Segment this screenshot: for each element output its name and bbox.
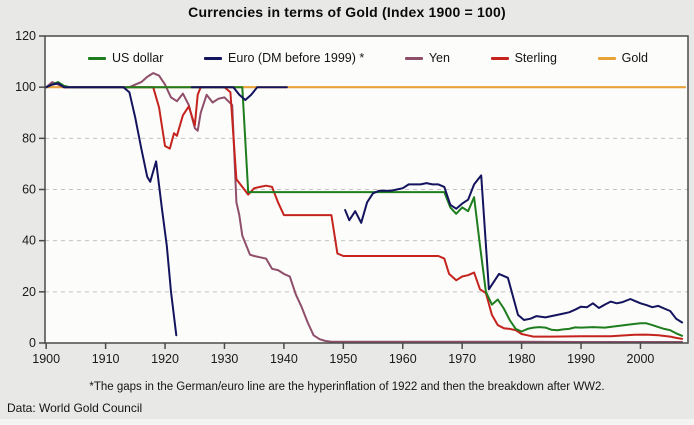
chart-footnote: *The gaps in the German/euro line are th… <box>89 381 605 393</box>
series-lines <box>45 72 687 343</box>
y-tick-label: 100 <box>15 80 36 94</box>
chart-legend: US dollar Euro (DM before 1999) * Yen St… <box>88 51 648 65</box>
x-tick-label: 2000 <box>627 352 655 366</box>
x-tick-label: 1940 <box>270 352 298 366</box>
x-tick-label: 1930 <box>211 352 239 366</box>
sterling-line-swatch-icon <box>490 56 509 60</box>
gold-line-swatch-icon <box>597 56 616 60</box>
legend-item-euro: Euro (DM before 1999) * <box>204 51 364 65</box>
legend-item-us-dollar: US dollar <box>88 51 163 65</box>
legend-label-sterling: Sterling <box>514 51 557 65</box>
legend-label-us-dollar: US dollar <box>112 51 164 65</box>
y-tick-label: 60 <box>22 183 36 197</box>
us-dollar-line-swatch-icon <box>88 56 106 60</box>
y-tick-label: 120 <box>15 29 36 43</box>
y-tick-label: 0 <box>29 336 36 350</box>
series-line-sterling <box>45 82 684 340</box>
y-tick-label: 20 <box>22 285 36 299</box>
legend-label-euro: Euro (DM before 1999) * <box>228 51 365 65</box>
yen-line-swatch-icon <box>404 56 423 60</box>
x-tick-label: 1960 <box>389 352 417 366</box>
x-tick-label: 1970 <box>448 352 476 366</box>
legend-item-gold: Gold <box>597 51 648 65</box>
y-tick-label: 80 <box>22 131 36 145</box>
x-tick-label: 1950 <box>329 352 357 366</box>
series-line-euro <box>45 82 684 337</box>
footer-strip <box>0 419 694 425</box>
axis-ticks: 1900 1910 1920 1930 1940 1950 1960 1970 1980 1990… <box>15 29 654 366</box>
gridlines <box>45 137 688 293</box>
x-tick-label: 1910 <box>92 352 120 366</box>
x-tick-label: 1980 <box>508 352 536 366</box>
chart-title: Currencies in terms of Gold (Index 1900 … <box>188 4 506 20</box>
euro-line-swatch-icon <box>204 56 223 60</box>
legend-item-sterling: Sterling <box>490 51 557 65</box>
x-tick-label: 1920 <box>151 352 179 366</box>
data-source: Data: World Gold Council <box>7 401 143 415</box>
y-tick-label: 40 <box>22 234 36 248</box>
legend-item-yen: Yen <box>404 51 450 65</box>
x-tick-label: 1900 <box>32 352 60 366</box>
legend-label-yen: Yen <box>428 51 450 65</box>
legend-label-gold: Gold <box>621 51 648 65</box>
x-tick-label: 1990 <box>567 352 595 366</box>
